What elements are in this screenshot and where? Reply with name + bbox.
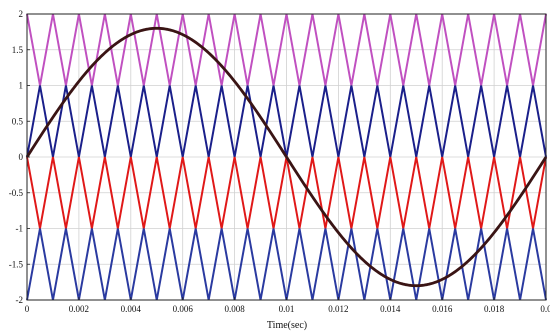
y-tick-label-1: 1.5: [12, 45, 24, 55]
x-tick-label-2: 0.004: [121, 304, 142, 314]
y-tick-label-3: 0.5: [12, 116, 24, 126]
y-tick-label-4: 0: [19, 152, 24, 162]
x-axis-title: Time(sec): [267, 320, 307, 331]
y-tick-label-6: -1: [16, 224, 24, 234]
x-tick-label-1: 0.002: [69, 304, 89, 314]
axes: 0 0.002 0.004 0.006 0.008 0.01 0.012 0.014 0.016…: [9, 9, 550, 314]
x-tick-label-4: 0.008: [224, 304, 245, 314]
series-layer: [25, 13, 548, 301]
x-tick-label-6: 0.012: [328, 304, 348, 314]
y-tick-label-7: -1.5: [9, 259, 24, 269]
y-tick-label-2: 1: [19, 81, 24, 91]
y-tick-label-5: -0.5: [9, 188, 24, 198]
y-tick-label-0: 2: [19, 9, 24, 19]
x-tick-label-5: 0.01: [279, 304, 295, 314]
x-tick-label-3: 0.006: [173, 304, 194, 314]
x-tick-label-7: 0.014: [380, 304, 401, 314]
y-tick-label-8: -2: [16, 295, 24, 305]
x-tick-label-8: 0.016: [432, 304, 453, 314]
x-tick-label-9: 0.018: [484, 304, 505, 314]
x-tick-label-10: 0.0: [540, 304, 550, 314]
reference-sine-series: [25, 26, 548, 288]
x-tick-label-0: 0: [25, 304, 30, 314]
